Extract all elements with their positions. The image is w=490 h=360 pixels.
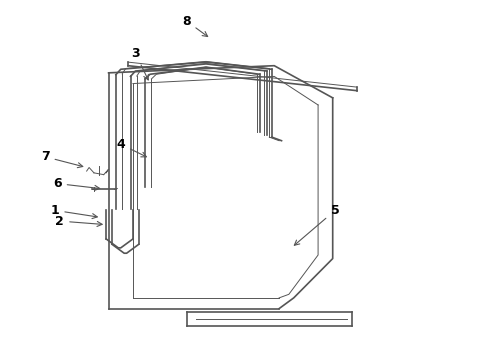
- Text: 1: 1: [50, 204, 98, 219]
- Text: 7: 7: [41, 150, 83, 168]
- Text: 5: 5: [294, 204, 340, 245]
- Text: 3: 3: [131, 47, 148, 80]
- Text: 6: 6: [53, 177, 99, 190]
- Text: 4: 4: [117, 138, 147, 157]
- Text: 8: 8: [182, 14, 208, 36]
- Text: 2: 2: [55, 215, 102, 228]
